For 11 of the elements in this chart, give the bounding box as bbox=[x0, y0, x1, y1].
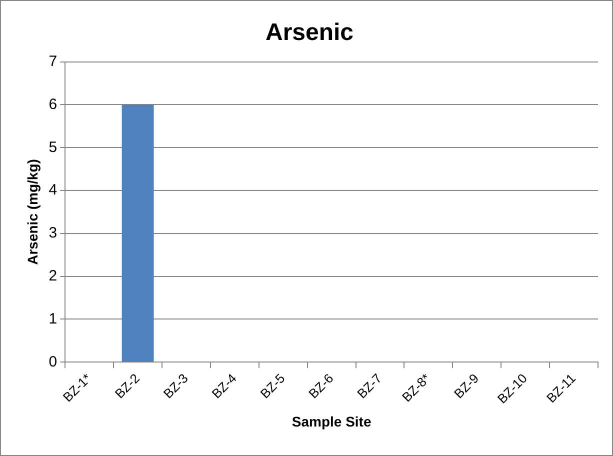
y-tick-label: 7 bbox=[48, 52, 58, 70]
y-tick-label: 2 bbox=[48, 267, 58, 284]
x-axis-title: Sample Site bbox=[292, 413, 372, 430]
y-tick-label: 0 bbox=[48, 353, 58, 370]
y-tick-label: 3 bbox=[48, 224, 58, 242]
y-tick-label: 4 bbox=[48, 182, 58, 199]
chart-title: Arsenic bbox=[265, 19, 354, 46]
y-tick-label: 5 bbox=[48, 138, 58, 156]
y-tick-label: 6 bbox=[48, 96, 58, 113]
y-tick-label: 1 bbox=[48, 310, 58, 328]
y-axis-title: Arsenic (mg/kg) bbox=[24, 159, 40, 265]
